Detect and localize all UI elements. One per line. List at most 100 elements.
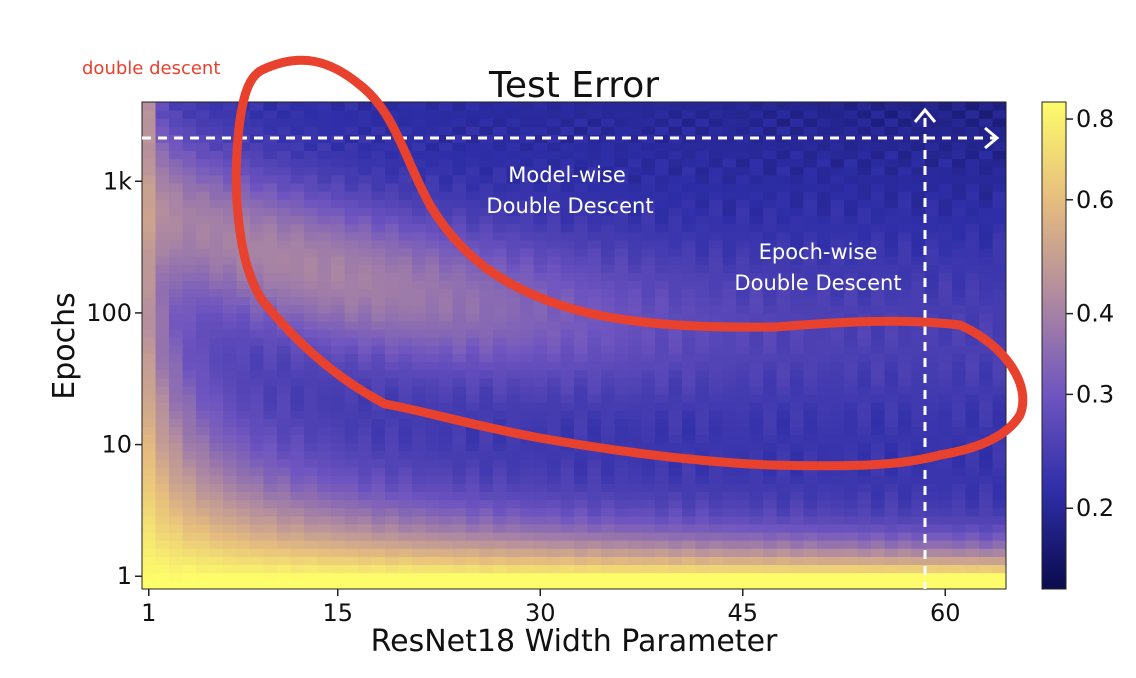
heatmap-cell <box>155 402 170 411</box>
heatmap-cell <box>736 304 750 314</box>
heatmap-cell <box>479 313 494 322</box>
heatmap-cell <box>817 442 831 452</box>
heatmap-cell <box>925 580 939 589</box>
heatmap-cell <box>695 231 710 241</box>
heatmap-cell <box>560 524 575 533</box>
heatmap-cell <box>277 515 291 525</box>
heatmap-cell <box>223 313 237 322</box>
heatmap-cell <box>236 207 251 217</box>
heatmap-cell <box>682 394 696 403</box>
heatmap-cell <box>277 215 291 225</box>
heatmap-cell <box>898 507 912 517</box>
heatmap-cell <box>358 475 372 484</box>
heatmap-cell <box>331 507 345 517</box>
heatmap-cell <box>277 191 291 200</box>
heatmap-cell <box>668 288 683 298</box>
heatmap-cell <box>277 361 291 371</box>
heatmap-cell <box>371 280 386 290</box>
heatmap-cell <box>439 394 453 403</box>
heatmap-cell <box>331 353 345 363</box>
heatmap-cell <box>682 556 696 566</box>
heatmap-cell <box>749 499 764 509</box>
heatmap-cell <box>547 102 561 111</box>
heatmap-cell <box>439 296 453 306</box>
heatmap-cell <box>641 475 656 484</box>
heatmap-cell <box>992 369 1006 379</box>
heatmap-cell <box>965 166 980 176</box>
heatmap-cell <box>277 556 291 566</box>
heatmap-cell <box>682 166 696 176</box>
heatmap-cell <box>722 288 737 298</box>
heatmap-cell <box>614 231 629 241</box>
heatmap-cell <box>358 572 372 582</box>
heatmap-cell <box>709 288 723 298</box>
heatmap-cell <box>830 264 845 273</box>
heatmap-cell <box>776 386 791 395</box>
heatmap-cell <box>884 215 899 225</box>
heatmap-cell <box>776 150 791 160</box>
heatmap-cell <box>506 142 521 152</box>
heatmap-cell <box>925 524 939 533</box>
heatmap-cell <box>803 394 818 403</box>
heatmap-cell <box>925 442 939 452</box>
heatmap-cell <box>830 191 845 200</box>
heatmap-cell <box>695 337 710 346</box>
heatmap-cell <box>506 256 521 265</box>
heatmap-cell <box>520 191 534 200</box>
heatmap-cell <box>371 248 386 257</box>
heatmap-cell <box>614 345 629 355</box>
heatmap-cell <box>182 272 197 281</box>
heatmap-cell <box>142 369 156 379</box>
heatmap-cell <box>857 580 872 589</box>
heatmap-cell <box>587 142 602 152</box>
heatmap-cell <box>938 329 953 338</box>
heatmap-cell <box>317 102 332 111</box>
heatmap-cell <box>209 515 224 525</box>
heatmap-cell <box>169 580 183 589</box>
heatmap-cell <box>196 564 210 574</box>
heatmap-cell <box>236 337 251 346</box>
heatmap-cell <box>574 467 588 476</box>
heatmap-cell <box>290 499 305 509</box>
heatmap-cell <box>911 475 926 484</box>
heatmap-cell <box>628 231 642 241</box>
heatmap-cell <box>520 313 534 322</box>
heatmap-cell <box>209 418 224 428</box>
heatmap-cell <box>142 377 156 387</box>
heatmap-cell <box>776 483 791 492</box>
heatmap-cell <box>142 264 156 273</box>
heatmap-cell <box>344 215 359 225</box>
heatmap-cell <box>196 256 210 265</box>
heatmap-cell <box>425 272 440 281</box>
heatmap-cell <box>763 118 777 127</box>
heatmap-cell <box>385 580 399 589</box>
heatmap-cell <box>506 361 521 371</box>
heatmap-cell <box>763 564 777 574</box>
heatmap-cell <box>709 377 723 387</box>
heatmap-cell <box>884 166 899 176</box>
heatmap-cell <box>763 515 777 525</box>
heatmap-cell <box>452 556 467 566</box>
heatmap-cell <box>601 377 615 387</box>
heatmap-cell <box>736 426 750 436</box>
heatmap-cell <box>925 532 939 541</box>
heatmap-cell <box>182 102 197 111</box>
heatmap-cell <box>479 410 494 419</box>
heatmap-cell <box>763 150 777 160</box>
heatmap-cell <box>155 515 170 525</box>
heatmap-cell <box>992 524 1006 533</box>
heatmap-cell <box>641 377 656 387</box>
heatmap-cell <box>952 353 966 363</box>
heatmap-cell <box>371 377 386 387</box>
heatmap-cell <box>709 386 723 395</box>
heatmap-cell <box>142 418 156 428</box>
heatmap-cell <box>452 264 467 273</box>
heatmap-cell <box>925 337 939 346</box>
heatmap-cell <box>817 158 831 168</box>
heatmap-cell <box>938 272 953 281</box>
heatmap-cell <box>992 499 1006 509</box>
heatmap-cell <box>425 337 440 346</box>
heatmap-cell <box>992 102 1006 111</box>
heatmap-cell <box>601 248 615 257</box>
heatmap-cell <box>803 231 818 241</box>
